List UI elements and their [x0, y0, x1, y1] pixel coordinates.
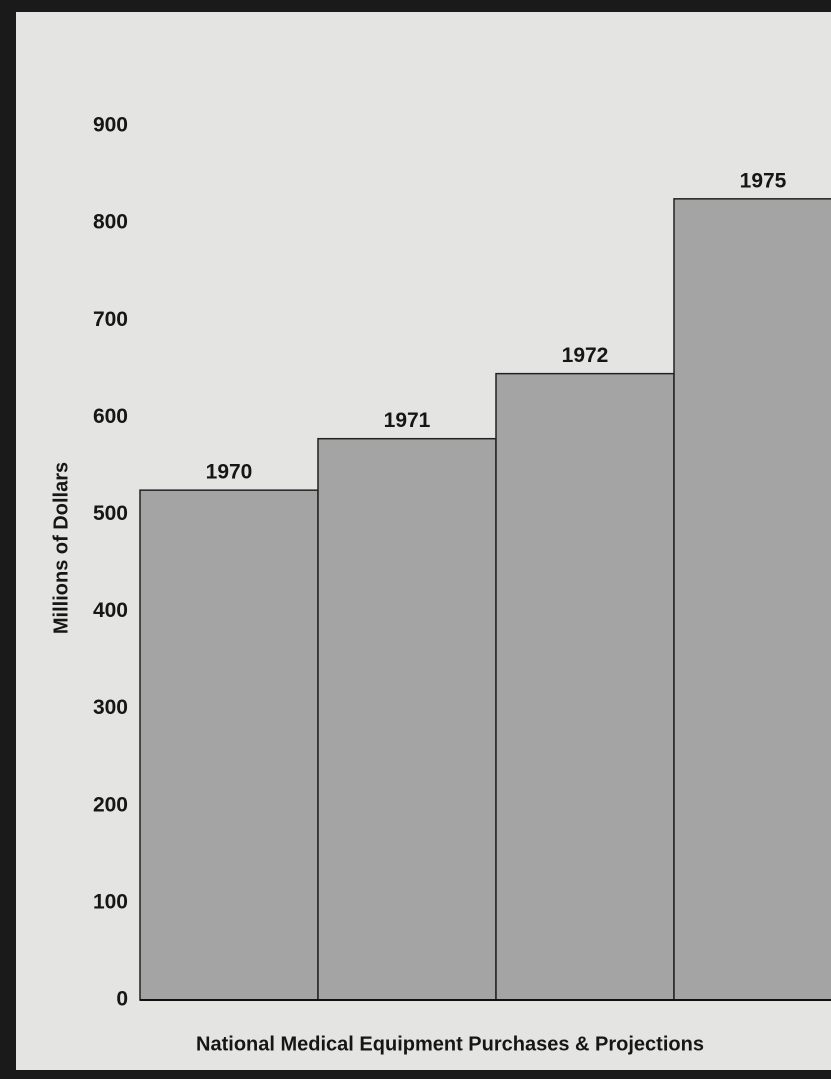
- y-axis-title: Millions of Dollars: [50, 462, 72, 634]
- y-tick-label: 200: [93, 793, 128, 816]
- chart-title: National Medical Equipment Purchases & P…: [196, 1033, 704, 1055]
- chart: National Medical Equipment Purchases & P…: [0, 0, 831, 1079]
- bar-category-label: 1975: [740, 169, 787, 192]
- bar-category-label: 1972: [562, 344, 609, 367]
- bar: [496, 374, 674, 1000]
- y-tick-label: 0: [116, 988, 128, 1011]
- y-tick-label: 300: [93, 696, 128, 719]
- y-tick-label: 800: [93, 211, 128, 234]
- y-tick-label: 100: [93, 890, 128, 913]
- y-tick-label: 500: [93, 502, 128, 525]
- y-tick-label: 700: [93, 308, 128, 331]
- y-tick-label: 600: [93, 405, 128, 428]
- bar-category-label: 1970: [206, 461, 253, 484]
- bar-category-label: 1971: [384, 409, 431, 432]
- bar: [674, 199, 831, 1000]
- bar: [318, 439, 496, 1000]
- bar: [140, 490, 318, 1000]
- y-tick-label: 900: [93, 114, 128, 137]
- y-tick-label: 400: [93, 599, 128, 622]
- page: {"chart_data": {"type": "bar", "title": …: [0, 0, 831, 1079]
